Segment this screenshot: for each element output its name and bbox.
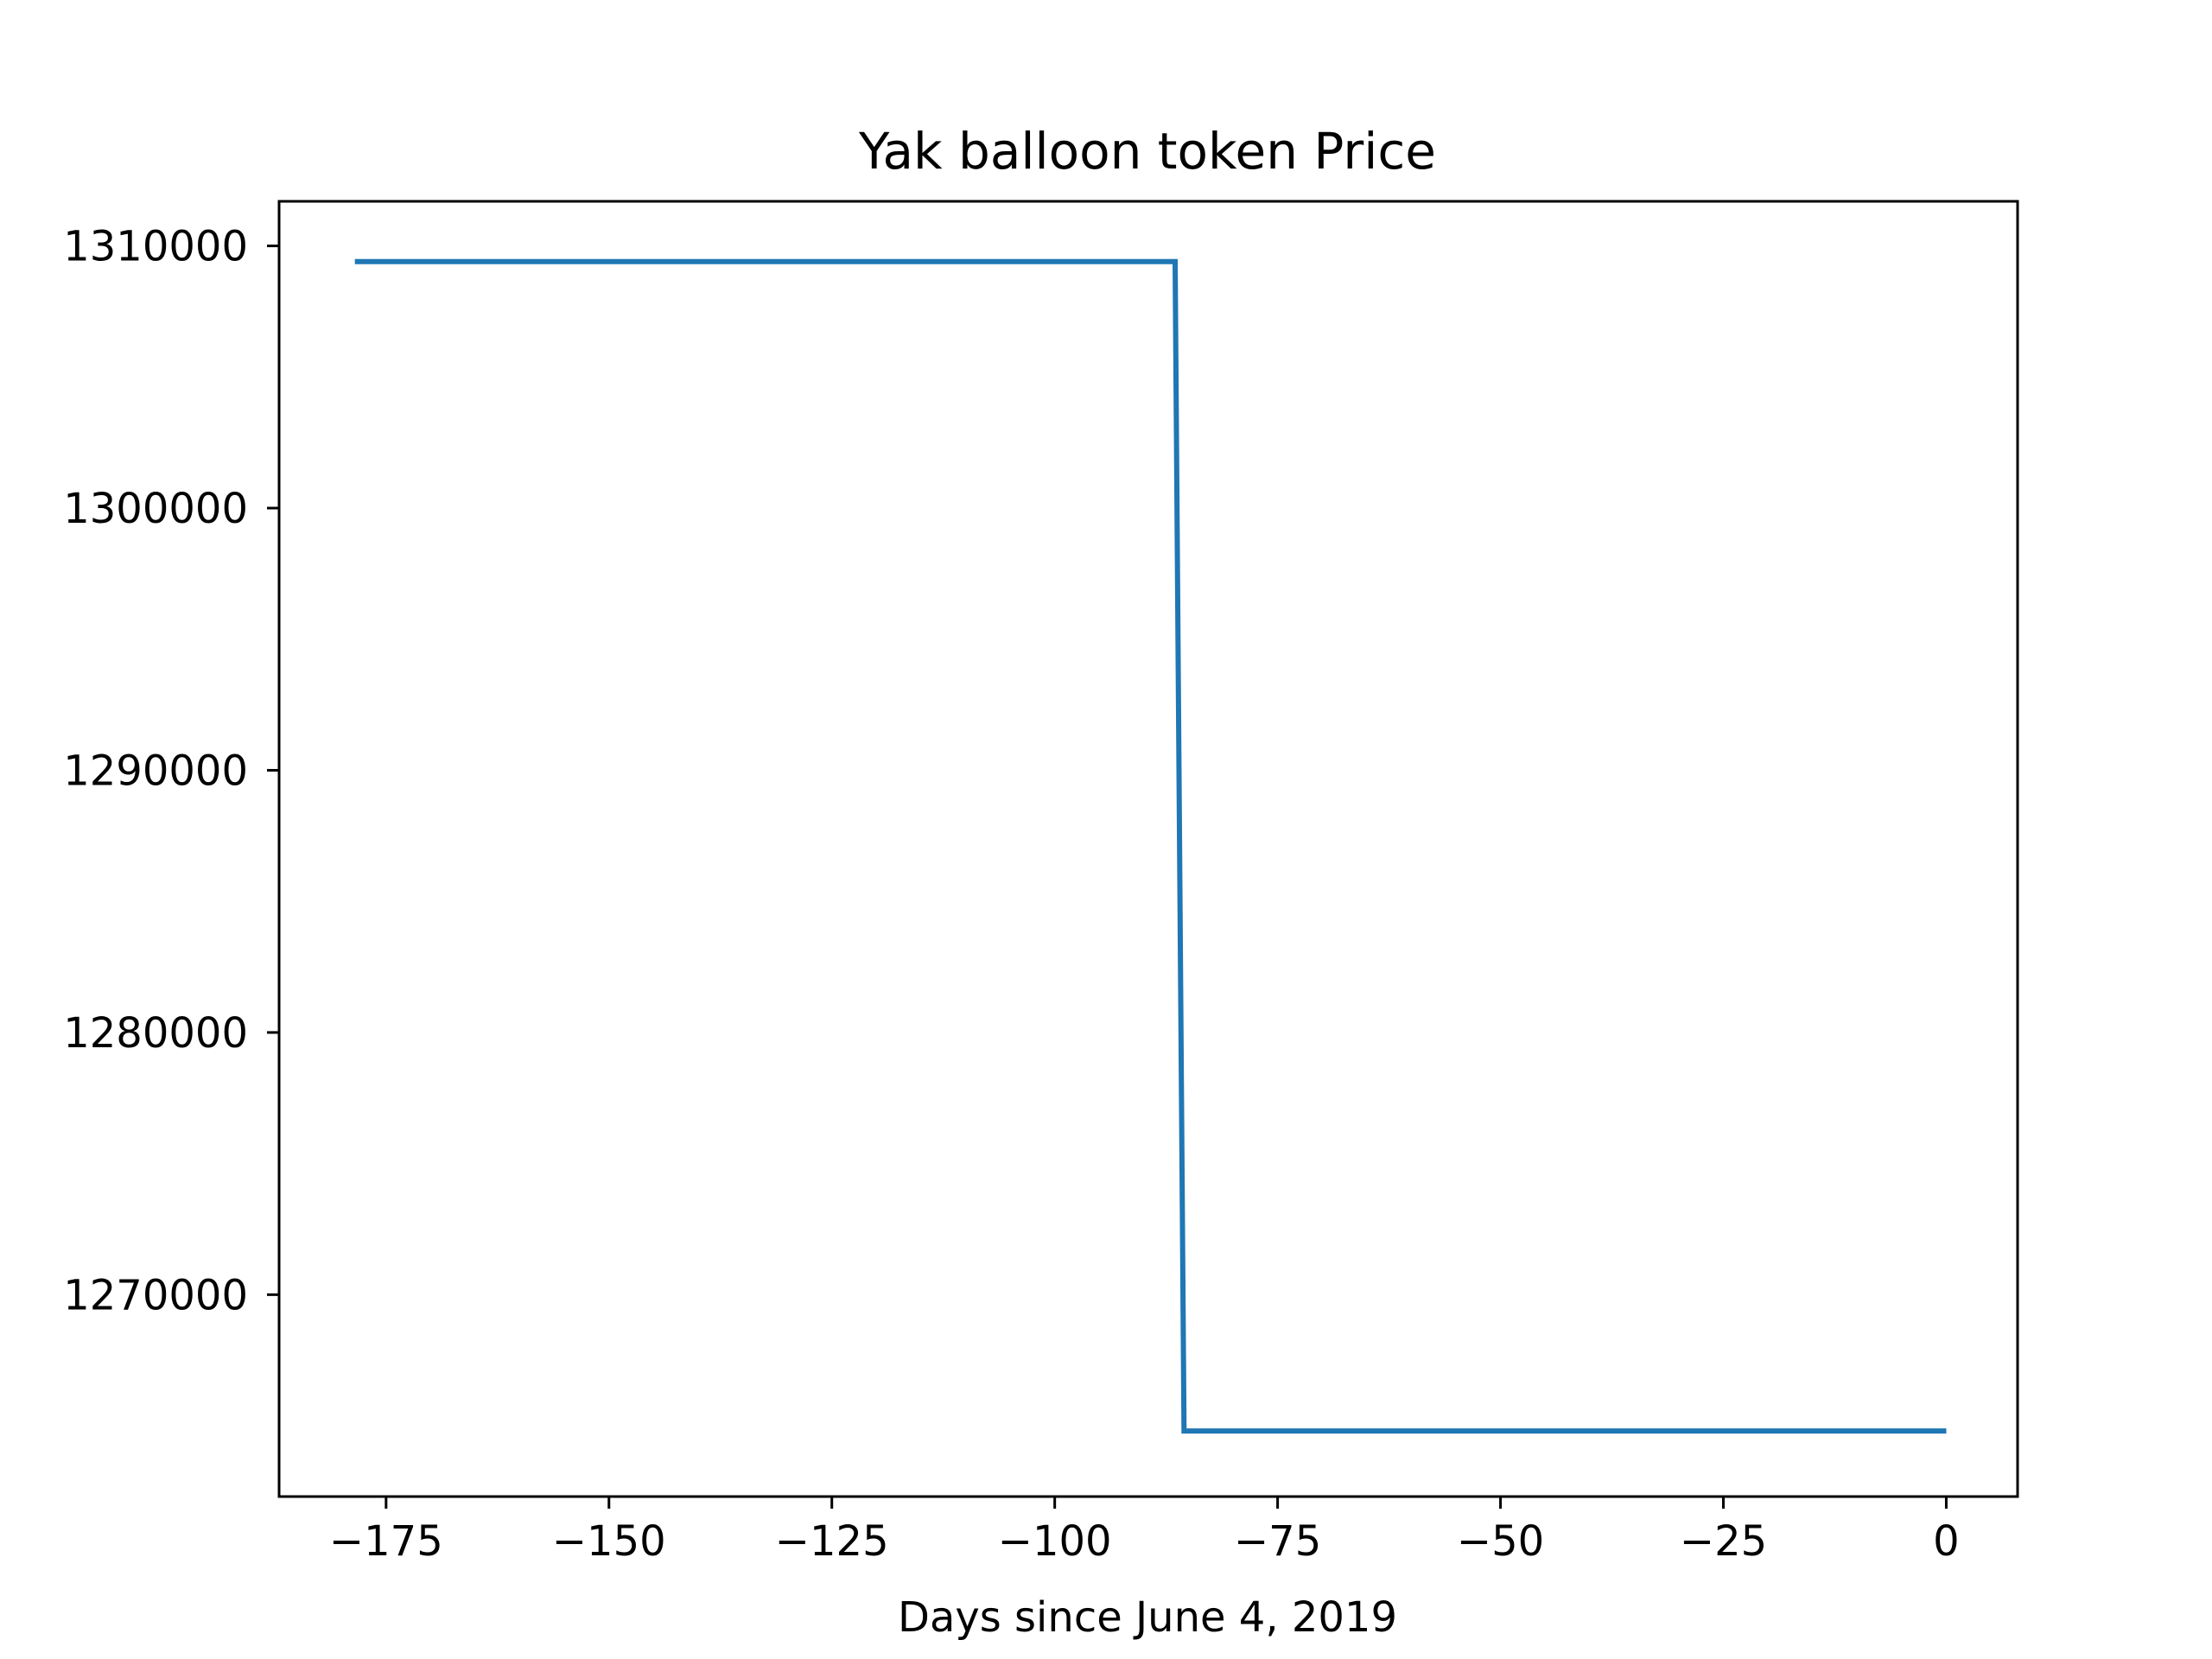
- y-axis: 1270000 1280000 1290000 1300000 1310000: [63, 223, 279, 1319]
- x-tick-label: 0: [1933, 1517, 1960, 1566]
- x-tick-label: −50: [1457, 1517, 1544, 1566]
- x-tick-label: −125: [775, 1517, 889, 1566]
- y-tick-label: 1310000: [63, 223, 248, 271]
- x-tick-label: −75: [1234, 1517, 1321, 1566]
- y-tick-label: 1290000: [63, 747, 248, 795]
- x-tick-label: −150: [552, 1517, 666, 1566]
- chart-title: Yak balloon token Price: [858, 122, 1436, 181]
- y-tick-label: 1280000: [63, 1009, 248, 1058]
- x-tick-label: −175: [329, 1517, 443, 1566]
- y-tick-label: 1300000: [63, 485, 248, 533]
- series-line-0: [354, 258, 1947, 1434]
- x-tick-label: −100: [998, 1517, 1112, 1566]
- x-axis: −175 −150 −125 −100 −75 −50 −25 0: [329, 1497, 1960, 1566]
- axes-frame: [277, 200, 2019, 1498]
- x-tick-label: −25: [1680, 1517, 1767, 1566]
- plot-area: [277, 200, 2019, 1498]
- x-axis-label: Days since June 4, 2019: [898, 1593, 1397, 1642]
- y-tick-label: 1270000: [63, 1271, 248, 1319]
